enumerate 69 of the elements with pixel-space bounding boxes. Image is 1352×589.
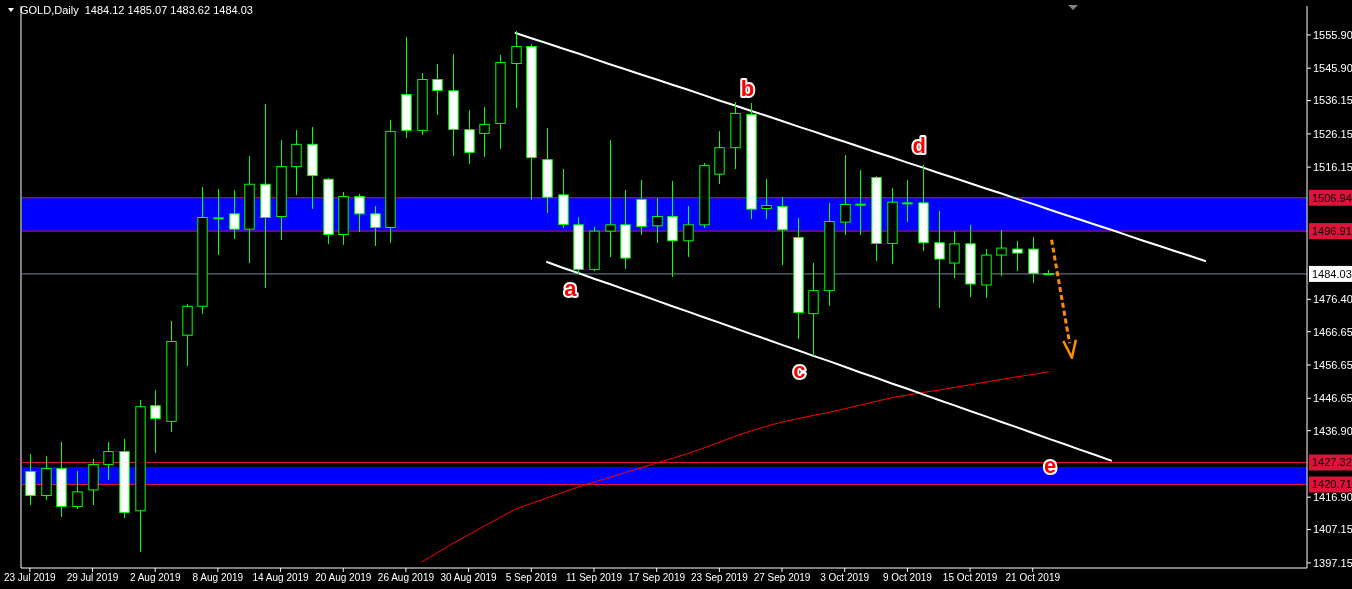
x-tick-label: 30 Aug 2019 (440, 572, 498, 583)
x-tick-label: 2 Aug 2019 (129, 572, 181, 583)
y-tick-label: 1466.65 (1313, 325, 1352, 338)
candlestick (432, 63, 443, 116)
y-tick-label: 1446.65 (1313, 392, 1352, 405)
annotation: e (1043, 453, 1057, 479)
y-tick-label: 1476.40 (1313, 293, 1352, 306)
candlestick (464, 109, 475, 166)
x-tick-label: 15 Oct 2019 (942, 572, 998, 583)
x-tick-label: 20 Aug 2019 (315, 572, 372, 583)
annotation: b (740, 75, 755, 101)
ref-line-label: 1496.91 (1312, 224, 1352, 237)
x-tick-label: 26 Aug 2019 (377, 572, 435, 583)
x-tick-label: 21 Oct 2019 (1005, 572, 1061, 583)
annotation: c (793, 357, 806, 383)
candlestick (25, 453, 36, 507)
candlestick (229, 189, 240, 240)
candlestick (777, 195, 788, 266)
candlestick (150, 389, 161, 455)
line-series (514, 31, 1207, 263)
x-tick-label: 29 Jul 2019 (66, 572, 119, 583)
candlestick (103, 441, 114, 481)
candlestick (855, 169, 866, 236)
x-tick-label: 17 Sep 2019 (628, 572, 686, 583)
annotation: d (912, 132, 926, 158)
y-tick-label: 1456.65 (1313, 358, 1352, 371)
ref-line-label: 1427.32 (1312, 456, 1352, 469)
y-tick-label: 1555.90 (1313, 28, 1352, 41)
y-tick-label: 1545.90 (1313, 62, 1352, 75)
y-tick-label: 1536.15 (1313, 94, 1352, 107)
chart-subtitle: 1484.12 1485.07 1483.62 1484.03 (84, 4, 253, 16)
ref-line-label: 1506.94 (1312, 191, 1352, 204)
y-tick-label: 1526.15 (1313, 127, 1352, 140)
candlestick (902, 179, 913, 223)
candlestick (479, 106, 490, 158)
x-tick-label: 3 Oct 2019 (820, 572, 870, 583)
x-tick-label: 23 Sep 2019 (690, 572, 749, 583)
x-tick-label: 11 Sep 2019 (565, 572, 623, 583)
x-tick-label: 27 Sep 2019 (753, 572, 811, 583)
candlestick (996, 229, 1007, 278)
candlestick (511, 30, 522, 109)
candlestick (683, 204, 694, 259)
candlestick (605, 139, 616, 258)
x-tick-label: 14 Aug 2019 (252, 572, 310, 583)
x-tick-label: 23 Jul 2019 (3, 572, 57, 583)
y-tick-label: 1416.90 (1313, 491, 1352, 504)
candlestick (1012, 240, 1023, 273)
x-tick-label: 9 Oct 2019 (882, 572, 933, 583)
annotation: a (564, 275, 578, 301)
candlestick (370, 204, 381, 247)
candlestick (72, 469, 83, 510)
y-tick-label: 1397.15 (1313, 556, 1352, 569)
candlestick (354, 192, 365, 234)
candlestick (934, 210, 945, 310)
ref-line-label: 1420.71 (1312, 478, 1352, 491)
y-tick-label: 1436.90 (1313, 424, 1352, 437)
candlestick (291, 129, 302, 196)
ref-line-label: 1484.03 (1312, 267, 1352, 280)
candlestick (213, 188, 224, 256)
x-tick-label: 5 Sep 2019 (505, 572, 558, 583)
x-tick-label: 8 Aug 2019 (192, 572, 244, 583)
y-tick-label: 1516.15 (1313, 160, 1352, 173)
candlestick (949, 230, 960, 280)
candlestick (652, 197, 663, 244)
candlestick (761, 178, 772, 221)
y-tick-label: 1407.15 (1313, 523, 1352, 536)
candlestick (808, 262, 819, 357)
candlestick (840, 154, 851, 236)
chart-title: GOLD,Daily (20, 4, 80, 16)
